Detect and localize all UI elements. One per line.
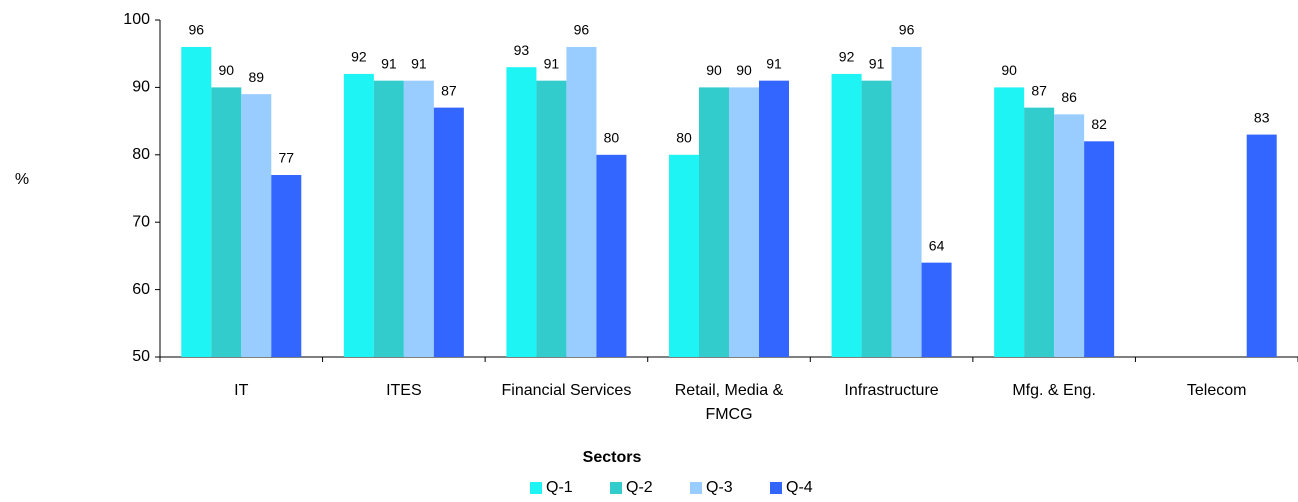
value-label: 80: [604, 130, 620, 146]
x-tick-label: Infrastructure: [844, 382, 939, 399]
bar: [994, 87, 1025, 358]
value-label: 90: [706, 62, 722, 78]
bar: [1054, 114, 1085, 357]
y-tick-label: 70: [132, 213, 150, 230]
bar: [921, 262, 952, 357]
x-tick-label: Telecom: [1186, 382, 1247, 399]
y-tick-label: 60: [132, 281, 150, 298]
bar: [433, 107, 464, 358]
value-label: 96: [899, 22, 915, 38]
y-axis-label: %: [15, 171, 29, 188]
bar: [1024, 107, 1055, 358]
bar: [1246, 134, 1277, 357]
bar: [241, 94, 272, 357]
x-tick-label: ITES: [386, 382, 422, 399]
bar: [891, 46, 922, 358]
legend-swatch: [530, 482, 542, 494]
value-label: 64: [929, 237, 945, 253]
bar: [861, 80, 892, 357]
legend-label: Q-3: [706, 479, 733, 496]
value-label: 90: [218, 62, 234, 78]
x-tick-label: Retail, Media & FMCG: [674, 382, 784, 423]
legend-swatch: [610, 482, 622, 494]
bar: [373, 80, 404, 357]
value-label: 80: [676, 130, 692, 146]
y-tick-label: 100: [123, 11, 150, 28]
value-label: 92: [351, 49, 367, 65]
bar: [831, 73, 862, 358]
bar: [699, 87, 729, 358]
value-label: 86: [1061, 89, 1077, 105]
x-tick-label: Financial Services: [501, 382, 632, 399]
value-label: 91: [766, 55, 782, 71]
legend-swatch: [770, 482, 782, 494]
bar: [536, 80, 567, 357]
x-tick-label: IT: [234, 382, 249, 399]
legend-label: Q-4: [786, 479, 813, 496]
x-axis-label: Sectors: [583, 449, 642, 466]
bar: [729, 87, 759, 358]
value-label: 87: [1031, 82, 1047, 98]
value-label: 82: [1091, 116, 1107, 132]
value-label: 89: [248, 69, 264, 85]
value-label: 92: [839, 49, 855, 65]
x-tick-label: Mfg. & Eng.: [1012, 382, 1096, 399]
value-label: 91: [544, 55, 560, 71]
y-tick-label: 50: [132, 348, 150, 365]
value-label: 87: [441, 82, 457, 98]
bar: [566, 46, 597, 358]
bar: [403, 80, 434, 357]
value-label: 90: [1001, 62, 1017, 78]
bar: [343, 73, 374, 358]
value-label: 91: [381, 55, 397, 71]
bar: [669, 154, 699, 357]
legend-swatch: [690, 482, 702, 494]
bar: [506, 67, 537, 358]
legend-label: Q-2: [626, 479, 653, 496]
value-label: 93: [514, 42, 530, 58]
bar: [271, 175, 302, 357]
value-label: 90: [736, 62, 752, 78]
bar: [211, 87, 242, 358]
value-label: 83: [1254, 109, 1270, 125]
legend-label: Q-1: [546, 479, 573, 496]
bar: [1084, 141, 1115, 357]
value-label: 91: [411, 55, 427, 71]
value-label: 96: [574, 22, 590, 38]
bar: [759, 80, 789, 357]
value-label: 91: [869, 55, 885, 71]
y-tick-label: 80: [132, 146, 150, 163]
y-tick-label: 90: [132, 79, 150, 96]
value-label: 96: [188, 22, 204, 38]
bar: [596, 154, 627, 357]
bar: [181, 46, 212, 358]
value-label: 77: [278, 150, 294, 166]
